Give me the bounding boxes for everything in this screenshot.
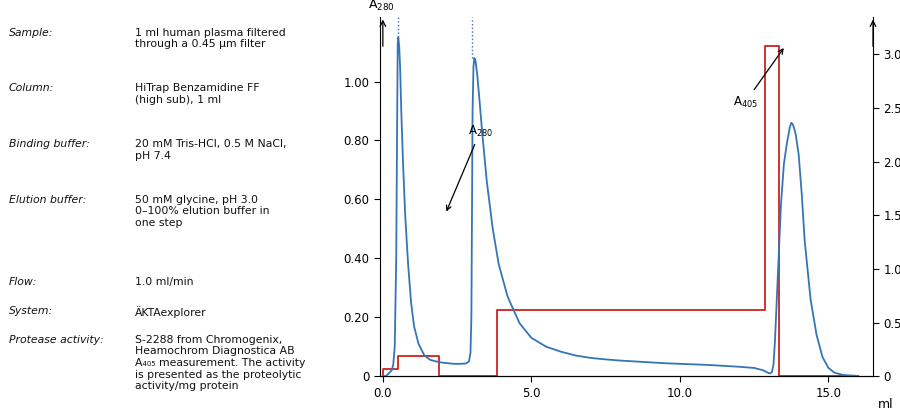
Text: Elution buffer:: Elution buffer: — [9, 195, 86, 205]
Text: 50 mM glycine, pH 3.0
0–100% elution buffer in
one step: 50 mM glycine, pH 3.0 0–100% elution buf… — [135, 195, 269, 228]
Text: A$_{280}$: A$_{280}$ — [368, 0, 395, 13]
Text: ml: ml — [878, 398, 894, 411]
Text: S-2288 from Chromogenix,
Heamochrom Diagnostica AB
A₄₀₅ measurement. The activit: S-2288 from Chromogenix, Heamochrom Diag… — [135, 335, 305, 391]
Text: Sample:: Sample: — [9, 28, 53, 38]
Text: 1.0 ml/min: 1.0 ml/min — [135, 278, 194, 287]
Text: System:: System: — [9, 306, 53, 316]
Text: 1 ml human plasma filtered
through a 0.45 μm filter: 1 ml human plasma filtered through a 0.4… — [135, 28, 285, 49]
Text: A$_{280}$: A$_{280}$ — [446, 124, 493, 210]
Text: Flow:: Flow: — [9, 278, 38, 287]
Text: ÄKTAexplorer: ÄKTAexplorer — [135, 306, 207, 318]
Text: Column:: Column: — [9, 83, 54, 93]
Text: HiTrap Benzamidine FF
(high sub), 1 ml: HiTrap Benzamidine FF (high sub), 1 ml — [135, 83, 259, 105]
Text: 20 mM Tris-HCl, 0.5 M NaCl,
pH 7.4: 20 mM Tris-HCl, 0.5 M NaCl, pH 7.4 — [135, 139, 286, 161]
Text: A$_{405}$: A$_{405}$ — [733, 49, 783, 110]
Text: Binding buffer:: Binding buffer: — [9, 139, 90, 149]
Text: Protease activity:: Protease activity: — [9, 335, 104, 345]
